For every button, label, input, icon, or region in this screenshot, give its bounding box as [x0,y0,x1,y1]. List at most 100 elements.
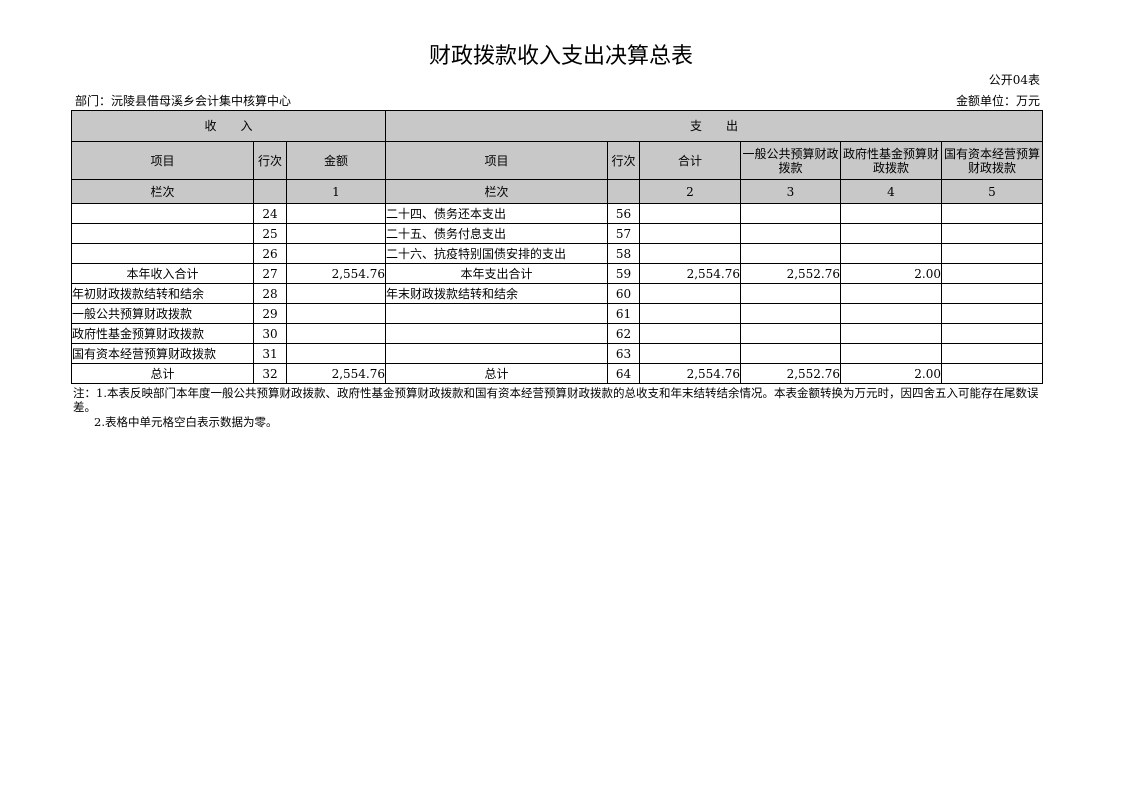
cell-state [941,243,1043,264]
cell-in-amt [286,343,386,364]
cell-in-item: 一般公共预算财政拨款 [71,303,254,324]
cell-ex-line: 57 [607,223,640,244]
col-num-2: 2 [639,179,741,204]
cell-in-line: 27 [253,263,287,284]
table-row: 一般公共预算财政拨款 29 61 [71,303,1043,324]
col-num-5: 5 [941,179,1043,204]
budget-table: 收 入支 出 项目 行次 金额 项目 行次 合计 一般公共预算财政拨款 政府性基… [71,110,1043,384]
empty-cell [253,179,287,204]
col-label: 栏次 [71,179,254,204]
cell-total [639,243,741,264]
cell-ex-item: 二十五、债务付息支出 [385,223,608,244]
col-label: 栏次 [385,179,608,204]
cell-in-line: 26 [253,243,287,264]
cell-ex-line: 63 [607,343,640,364]
cell-in-amt [286,283,386,304]
cell-fund [840,323,942,344]
cell-ex-line: 62 [607,323,640,344]
cell-in-line: 32 [253,363,287,384]
cell-in-item [71,243,254,264]
col-ex-item: 项目 [385,141,608,180]
cell-total [639,323,741,344]
cell-general [740,303,841,324]
cell-state [941,343,1043,364]
cell-state [941,323,1043,344]
col-ex-line: 行次 [607,141,640,180]
cell-in-line: 30 [253,323,287,344]
page-title: 财政拨款收入支出决算总表 [428,44,693,69]
cell-ex-item [385,303,608,324]
cell-ex-item [385,323,608,344]
cell-fund: 2.00 [840,363,942,384]
cell-ex-line: 64 [607,363,640,384]
cell-state [941,223,1043,244]
cell-total: 2,554.76 [639,363,741,384]
col-num-1: 1 [286,179,386,204]
cell-fund [840,303,942,324]
col-num-3: 3 [740,179,841,204]
col-in-line: 行次 [253,141,287,180]
cell-in-item: 政府性基金预算财政拨款 [71,323,254,344]
cell-total: 2,554.76 [639,263,741,284]
cell-in-line: 24 [253,203,287,224]
cell-total [639,223,741,244]
cell-in-amt [286,203,386,224]
cell-fund [840,243,942,264]
cell-state [941,203,1043,224]
cell-state [941,283,1043,304]
table-row: 26 二十六、抗疫特别国债安排的支出 58 [71,243,1043,264]
cell-ex-line: 58 [607,243,640,264]
cell-state [941,303,1043,324]
cell-in-line: 28 [253,283,287,304]
cell-fund [840,223,942,244]
cell-total [639,283,741,304]
cell-fund [840,203,942,224]
form-code: 公开04表 [988,73,1040,87]
cell-in-line: 31 [253,343,287,364]
col-in-item: 项目 [71,141,254,180]
cell-in-item [71,203,254,224]
cell-ex-item: 二十六、抗疫特别国债安排的支出 [385,243,608,264]
cell-total [639,203,741,224]
cell-general [740,343,841,364]
cell-ex-line: 59 [607,263,640,284]
col-in-amount: 金额 [286,141,386,180]
table-row: 政府性基金预算财政拨款 30 62 [71,323,1043,344]
cell-total [639,343,741,364]
cell-in-item [71,223,254,244]
cell-ex-item [385,343,608,364]
cell-fund [840,343,942,364]
note-2: 2.表格中单元格空白表示数据为零。 [94,415,278,429]
note-1: 注：1.本表反映部门本年度一般公共预算财政拨款、政府性基金预算财政拨款和国有资本… [73,386,1039,414]
cell-in-amt [286,223,386,244]
table-row: 本年收入合计 27 2,554.76 本年支出合计 59 2,554.76 2,552.76… [71,263,1043,284]
cell-state [941,363,1043,384]
cell-fund: 2.00 [840,263,942,284]
cell-general: 2,552.76 [740,363,841,384]
cell-total [639,303,741,324]
cell-in-line: 25 [253,223,287,244]
cell-general [740,283,841,304]
col-total: 合计 [639,141,741,180]
expense-header: 支 出 [385,110,1043,142]
cell-in-amt [286,323,386,344]
cell-ex-item: 本年支出合计 [385,263,608,284]
cell-in-amt [286,303,386,324]
cell-in-amt [286,243,386,264]
cell-general [740,223,841,244]
cell-state [941,263,1043,284]
cell-ex-item: 二十四、债务还本支出 [385,203,608,224]
cell-in-item: 本年收入合计 [71,263,254,284]
cell-in-amt: 2,554.76 [286,363,386,384]
table-row: 24 二十四、债务还本支出 56 [71,203,1043,224]
cell-general [740,243,841,264]
empty-cell [607,179,640,204]
table-row: 年初财政拨款结转和结余 28 年末财政拨款结转和结余 60 [71,283,1043,304]
col-num-4: 4 [840,179,942,204]
cell-ex-item: 总计 [385,363,608,384]
cell-ex-line: 61 [607,303,640,324]
col-fund: 政府性基金预算财政拨款 [840,141,942,180]
table-row: 25 二十五、债务付息支出 57 [71,223,1043,244]
cell-general [740,203,841,224]
